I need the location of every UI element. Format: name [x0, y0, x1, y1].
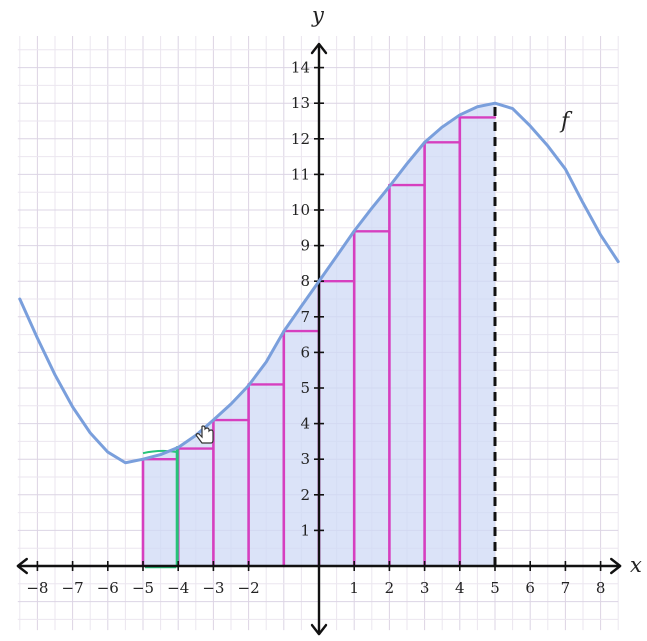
x-tick-label: −7 — [62, 579, 84, 597]
y-tick-label: 2 — [300, 486, 310, 504]
y-tick-label: 10 — [291, 201, 310, 219]
curve-f — [18, 101, 620, 465]
y-tick-label: 1 — [300, 521, 310, 539]
x-axis-label: x — [630, 553, 642, 577]
hand-cursor-icon — [195, 425, 214, 444]
x-tick-label: 7 — [561, 579, 571, 597]
y-tick-label: 5 — [300, 379, 310, 397]
x-tick-label: 3 — [420, 579, 430, 597]
riemann-rectangles — [141, 103, 497, 569]
x-axis-right-arrow-icon — [610, 557, 622, 575]
x-tick-label: 1 — [349, 579, 359, 597]
x-tick-label: 5 — [490, 579, 500, 597]
y-tick-label: 4 — [300, 415, 310, 433]
y-tick-label: 14 — [291, 59, 310, 77]
x-tick-label: −5 — [132, 579, 154, 597]
y-axis-up-arrow-icon — [310, 42, 328, 55]
x-tick-label: −4 — [167, 579, 189, 597]
y-tick-label: 7 — [300, 308, 310, 326]
y-tick-label: 3 — [300, 450, 310, 468]
riemann-highlight-top-scribble — [142, 449, 179, 455]
y-axis-down-arrow-icon — [310, 623, 328, 636]
x-tick-label: 2 — [385, 579, 395, 597]
curve-f-line — [18, 101, 620, 465]
y-tick-label: 8 — [300, 272, 310, 290]
y-tick-label: 12 — [291, 130, 310, 148]
x-tick-label: 4 — [455, 579, 465, 597]
y-tick-label: 13 — [291, 94, 310, 112]
x-tick-label: 8 — [596, 579, 606, 597]
x-tick-label: −6 — [97, 579, 119, 597]
y-tick-label: 6 — [300, 343, 310, 361]
x-axis-left-arrow-icon — [16, 557, 28, 575]
axes: −8 −7 −6 −5 −4 −3 −2 1 2 3 4 5 6 7 8123456789101112131… — [16, 42, 622, 636]
y-tick-label: 9 — [300, 237, 310, 255]
x-tick-label: −8 — [26, 579, 48, 597]
y-tick-label: 11 — [291, 165, 310, 183]
y-axis-label: y — [311, 3, 325, 27]
x-tick-label: −3 — [202, 579, 224, 597]
x-tick-label: 6 — [525, 579, 535, 597]
x-tick-label: −2 — [238, 579, 260, 597]
